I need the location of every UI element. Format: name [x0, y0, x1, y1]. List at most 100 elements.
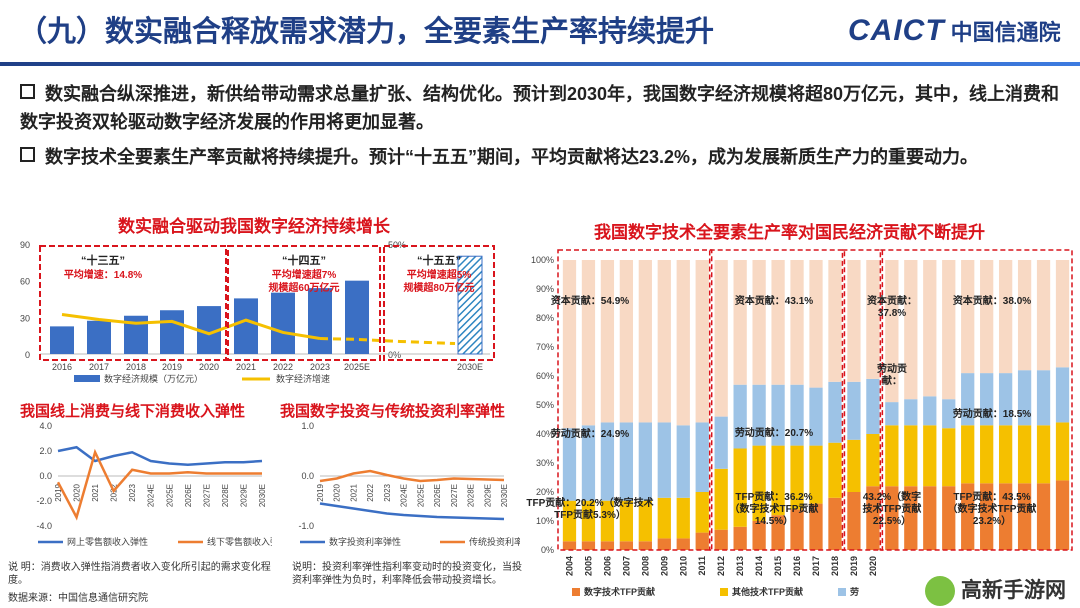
stacked-bar-segment [581, 260, 596, 426]
x-tick-label: 2030E [457, 362, 483, 372]
stacked-bar-segment [961, 483, 975, 550]
annotation-text: 献： [882, 374, 902, 387]
stacked-bar-segment [998, 483, 1013, 550]
stacked-bar-segment [714, 416, 728, 469]
x-tick-label: 2008 [640, 556, 650, 576]
stacked-bar-segment [790, 260, 804, 385]
stacked-bar-segment [714, 260, 728, 417]
stacked-bar-segment [581, 541, 596, 550]
chart3-title: 我国数字投资与传统投资利率弹性 [280, 403, 506, 420]
stacked-bar-segment [998, 373, 1013, 426]
legend-label: 数字经济增速 [276, 373, 330, 384]
stacked-bar-segment [562, 428, 577, 501]
stacked-bar-segment [1055, 422, 1070, 481]
stacked-bar-segment [847, 381, 861, 440]
period-note: 平均增速超7% [272, 268, 337, 281]
stacked-bar-segment [1017, 260, 1032, 371]
x-tick-label: 2026E [433, 484, 442, 507]
y-tick-label: 60% [536, 371, 554, 381]
x-tick-label: 2012 [716, 556, 726, 576]
stacked-bar-segment [771, 384, 785, 446]
stacked-bar-segment [866, 378, 880, 434]
chart2-title: 我国线上消费与线下消费收入弹性 [20, 403, 246, 420]
bullet-2: 数字技术全要素生产率贡献将持续提升。预计“十五五”期间，平均贡献将达23.2%，… [20, 143, 1070, 171]
x-tick-label: 2020 [199, 362, 219, 372]
annotation-text: 43.2%（数字 [863, 490, 921, 503]
period-box [708, 249, 846, 551]
stacked-bar-segment [1017, 483, 1032, 550]
annotation-text: 23.2%） [973, 514, 1011, 527]
x-tick-label: 2018 [126, 362, 146, 372]
y-tick-label: 4.0 [39, 421, 52, 431]
stacked-bar-segment [600, 541, 615, 550]
x-tick-label: 2017 [811, 556, 821, 576]
stacked-bar-segment [695, 532, 709, 550]
annotation-text: 劳动贡献：20.7% [735, 426, 813, 439]
y2-tick-label: 0% [388, 350, 401, 360]
stacked-bar-segment [638, 260, 652, 423]
y-tick-label: 60 [20, 277, 30, 287]
stacked-bar-segment [733, 526, 747, 550]
legend-label: 数字经济规模（万亿元） [104, 373, 203, 384]
stacked-bar-segment [847, 439, 861, 492]
stacked-bar-segment [998, 260, 1013, 374]
stacked-bar-segment [562, 500, 577, 542]
x-tick-label: 2007 [621, 556, 631, 576]
y-tick-label: 90 [20, 240, 30, 250]
y-tick-label: 50% [536, 400, 554, 410]
bar [234, 298, 258, 354]
stacked-bar-segment [638, 500, 652, 542]
y-tick-label: 0.0 [301, 471, 314, 481]
stacked-bar-segment [923, 486, 937, 550]
period-note: 规模超80万亿元 [403, 281, 474, 294]
stacked-bar-segment [790, 445, 804, 510]
x-tick-label: 2021 [349, 483, 358, 501]
period-note: 平均增速：14.8% [64, 268, 142, 281]
stacked-bar-segment [790, 509, 804, 550]
y-tick-label: -1.0 [298, 521, 314, 531]
annotation-text: 技术TFP贡献 [863, 502, 922, 515]
annotation-text: 14.5%） [755, 514, 793, 527]
stacked-bar-segment [695, 422, 709, 492]
legend-label: 数字技术TFP贡献 [584, 586, 655, 597]
stacked-bar-segment [752, 445, 766, 521]
stacked-bar-segment [885, 425, 899, 487]
note-left: 说 明：消费收入弹性指消费者收入变化所引起的需求变化程度。 [8, 562, 271, 586]
x-tick-label: 2021 [236, 362, 256, 372]
stacked-bar-segment [961, 373, 975, 426]
bar [308, 288, 332, 354]
data-source: 数据来源：中国信息通信研究院 [8, 593, 148, 604]
stacked-bar-segment [942, 399, 956, 429]
x-tick-label: 2005 [583, 556, 593, 576]
stacked-bar-segment [657, 260, 671, 423]
stacked-bar-segment [847, 260, 861, 382]
annotation-text: 22.5%） [873, 514, 911, 527]
stacked-bar-segment [695, 260, 709, 423]
y-tick-label: 40% [536, 429, 554, 439]
stacked-bar-segment [923, 425, 937, 487]
x-tick-label: 2021 [91, 483, 100, 501]
stacked-bar-segment [752, 521, 766, 550]
stacked-bar-segment [619, 422, 634, 501]
y-tick-label: 0 [25, 350, 30, 360]
stacked-bar-segment [695, 492, 709, 533]
stacked-bar-segment [1055, 480, 1070, 550]
legend-swatch [572, 588, 580, 596]
y-tick-label: 100% [531, 255, 554, 265]
stacked-bar-segment [676, 538, 690, 550]
legend-label: 数字投资利率弹性 [329, 536, 401, 547]
x-tick-label: 2022 [366, 483, 375, 501]
bullet-square-icon [20, 147, 35, 162]
stacked-bar-segment [809, 445, 823, 504]
growth-line-forecast [319, 337, 456, 346]
stacked-bar-segment [1036, 260, 1051, 371]
y-tick-label: 1.0 [301, 421, 314, 431]
x-tick-label: 2027E [202, 484, 211, 507]
legend-label: 网上零售额收入弹性 [67, 536, 148, 547]
legend-swatch [720, 588, 728, 596]
y-tick-label: 30 [20, 313, 30, 323]
stacked-bar-segment [1036, 425, 1051, 484]
stacked-bar-segment [714, 468, 728, 530]
period-box [39, 245, 227, 361]
